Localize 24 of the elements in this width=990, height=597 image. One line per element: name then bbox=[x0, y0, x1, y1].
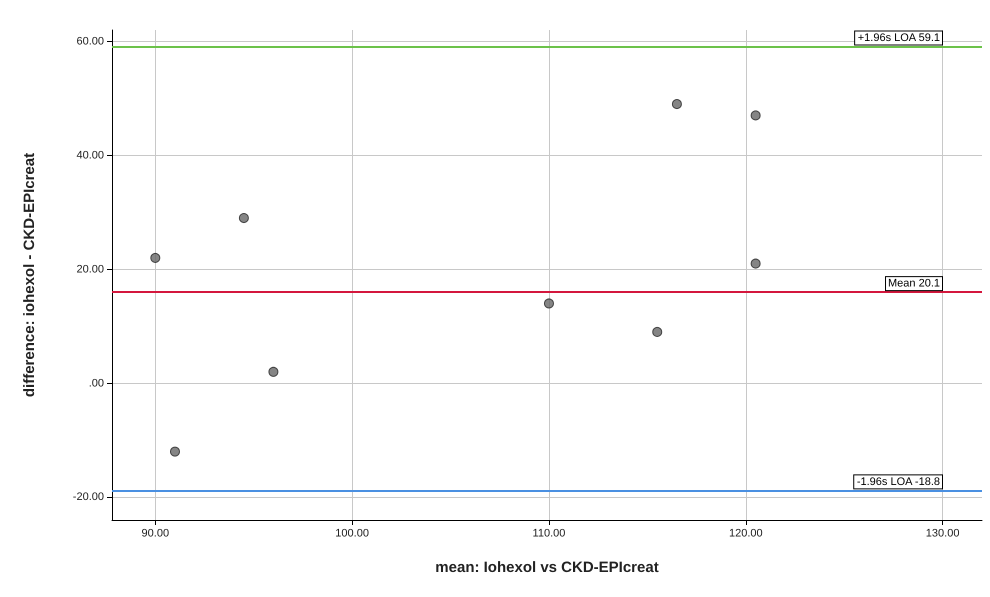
x-tick-label: 130.00 bbox=[926, 528, 960, 540]
x-axis-title: mean: Iohexol vs CKD-EPIcreat bbox=[435, 559, 659, 576]
y-tick-label: 20.00 bbox=[76, 263, 104, 276]
y-tick-label: -20.00 bbox=[72, 491, 104, 504]
point bbox=[652, 326, 662, 337]
x-tick-label: 110.00 bbox=[532, 528, 566, 540]
x-tick-label: 120.00 bbox=[728, 528, 763, 540]
point bbox=[268, 366, 278, 377]
point bbox=[750, 258, 761, 269]
point bbox=[544, 298, 554, 308]
y-tick-label: 60.00 bbox=[76, 35, 104, 48]
y-tick-label: .00 bbox=[88, 377, 104, 390]
x-tick-label: 100.00 bbox=[335, 528, 369, 540]
x-tick-label: 90.00 bbox=[142, 528, 170, 540]
ref-line-label: +1.96s LOA 59.1 bbox=[858, 32, 940, 44]
ref-line-label: -1.96s LOA -18.8 bbox=[856, 476, 940, 488]
point bbox=[238, 213, 249, 224]
point bbox=[750, 110, 761, 120]
y-tick-label: 40.00 bbox=[76, 149, 104, 162]
ref-line-label: Mean 20.1 bbox=[888, 278, 940, 290]
point bbox=[170, 446, 180, 457]
y-axis-title: difference: iohexol - CKD-EPIcreat bbox=[21, 152, 38, 398]
point bbox=[150, 252, 160, 263]
point bbox=[672, 99, 682, 110]
